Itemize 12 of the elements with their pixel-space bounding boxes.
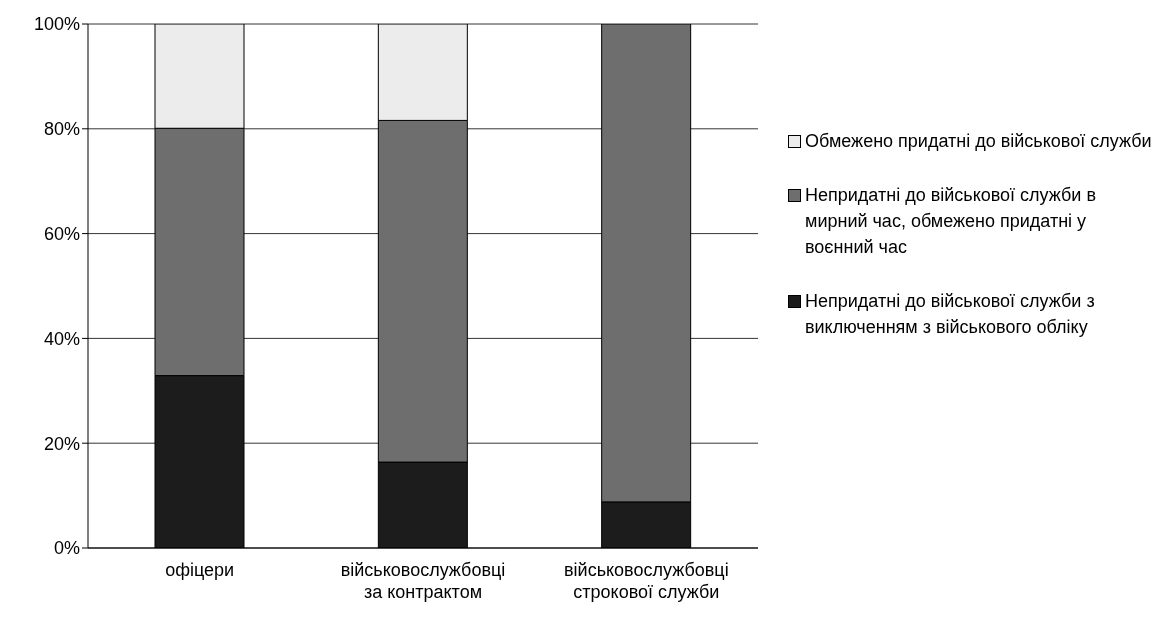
y-tick-label: 20% [43, 433, 80, 454]
y-tick-label: 60% [43, 223, 80, 244]
legend-label: Непридатні до військової служби з виключенням з військового обліку [805, 290, 1096, 339]
x-tick-label: військовослужбовці строкової служби [564, 560, 729, 602]
x-tick-label: військовослужбовці за контрактом [340, 560, 506, 602]
legend-label: Обмежено придатні до військової служби [805, 130, 1152, 153]
y-tick-label: 40% [43, 328, 80, 349]
y-tick-label: 0% [53, 538, 80, 559]
x-tick-label: офіцери [165, 560, 235, 580]
y-tick-label: 100% [33, 14, 80, 35]
legend-label: Непридатні до військової служби в мирний час, обмежено придатні у воєнний час [805, 184, 1097, 259]
y-tick-label: 80% [43, 119, 80, 140]
